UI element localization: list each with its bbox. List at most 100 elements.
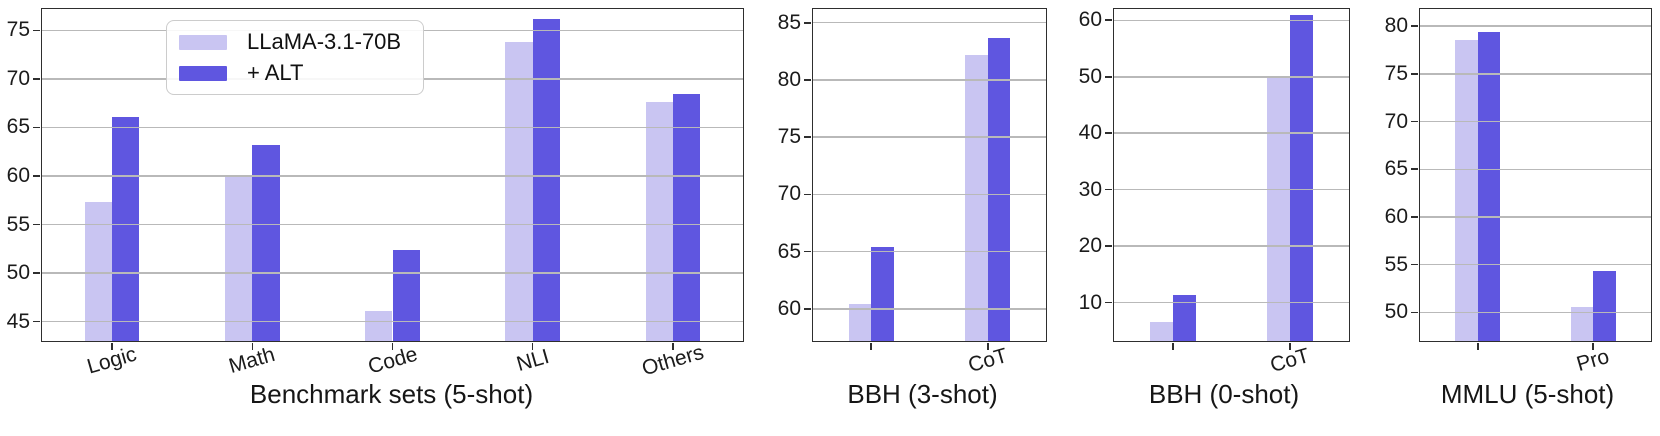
y-tick-label: 50 <box>6 261 30 285</box>
gridline <box>1114 301 1349 304</box>
gridline <box>42 175 743 177</box>
y-tick-label: 10 <box>1078 290 1102 314</box>
y-tick-label: 75 <box>1384 61 1408 85</box>
y-tick-mark <box>1105 245 1112 247</box>
bar-llama <box>848 304 872 341</box>
legend-item-alt: + ALT <box>179 61 401 85</box>
y-tick-mark <box>1411 311 1418 314</box>
gridline <box>42 223 743 226</box>
y-tick-label: 40 <box>1078 121 1102 145</box>
y-tick-label: 60 <box>1384 204 1408 228</box>
gridline <box>813 193 1046 196</box>
bar-llama <box>1455 39 1478 341</box>
plot-area-bbh-3shot: 60 65 70 75 80 85 CoT <box>778 8 1047 377</box>
y-tick-label: 45 <box>6 309 30 333</box>
bar-alt <box>392 249 420 341</box>
y-tick-label: 60 <box>777 296 801 320</box>
y-tick-mark <box>1105 19 1112 22</box>
bar-llama <box>1267 76 1291 341</box>
y-tick-mark <box>33 320 40 323</box>
gridline <box>813 308 1046 310</box>
y-tick-label: 75 <box>777 125 801 149</box>
y-tick-mark <box>1105 188 1112 191</box>
legend-label-llama: LLaMA-3.1-70B <box>247 29 402 54</box>
legend-swatch-alt <box>179 65 227 81</box>
y-tick-mark <box>804 21 811 24</box>
x-tick-mark <box>531 343 534 350</box>
gridline <box>1420 263 1651 266</box>
gridline <box>1420 216 1651 218</box>
gridline <box>1420 168 1651 171</box>
y-tick-mark <box>1411 168 1418 171</box>
legend: LLaMA-3.1-70B + ALT <box>166 20 425 95</box>
y-tick-label: 70 <box>777 182 801 206</box>
y-tick-label: 60 <box>6 163 30 187</box>
legend-swatch-llama <box>179 34 227 50</box>
gridline <box>1114 132 1349 134</box>
gridline <box>1420 120 1651 123</box>
x-tick-mark <box>1171 343 1174 350</box>
bar-alt <box>1593 271 1616 341</box>
y-tick-mark <box>804 193 811 196</box>
legend-item-llama: LLaMA-3.1-70B <box>179 30 401 54</box>
gridline <box>1420 73 1651 75</box>
y-tick-label: 70 <box>6 66 30 90</box>
y-tick-mark <box>1411 120 1418 123</box>
plot-area-mmlu-5shot: 50 55 60 65 70 75 80 Pro <box>1385 8 1652 376</box>
y-tick-mark <box>804 79 811 81</box>
plot-area-bbh-0shot: 10 20 30 40 50 60 CoT <box>1079 8 1350 377</box>
xlabel-benchmark-sets: Benchmark sets (5-shot) <box>249 379 534 409</box>
x-tick-mark <box>111 343 113 350</box>
bar-alt <box>1290 14 1314 341</box>
bar-alt <box>252 144 280 341</box>
bar-alt <box>1477 31 1501 341</box>
y-tick-mark <box>1411 216 1418 218</box>
bar-llama <box>1570 306 1594 341</box>
gridline <box>1114 188 1349 191</box>
x-tick-mark <box>986 343 989 350</box>
x-tick-mark <box>1592 343 1595 350</box>
y-tick-label: 20 <box>1078 234 1102 258</box>
y-tick-label: 30 <box>1078 177 1102 201</box>
y-tick-mark <box>804 136 811 138</box>
y-tick-label: 80 <box>1384 14 1408 38</box>
xlabel-mmlu-5shot: MMLU (5-shot) <box>1440 379 1615 409</box>
y-tick-label: 65 <box>6 115 30 139</box>
gridline <box>42 272 743 274</box>
gridline <box>1114 76 1349 78</box>
xlabel-bbh-0shot: BBH (0-shot) <box>1148 379 1300 409</box>
y-tick-mark <box>33 272 40 274</box>
gridline <box>42 320 743 323</box>
y-tick-mark <box>1411 73 1418 75</box>
bar-llama <box>505 42 533 341</box>
bar-llama <box>645 102 673 341</box>
gridline <box>1114 19 1349 22</box>
y-tick-label: 75 <box>6 18 30 42</box>
y-tick-label: 85 <box>777 10 801 34</box>
y-tick-label: 50 <box>1078 64 1102 88</box>
y-tick-label: 60 <box>1078 8 1102 32</box>
legend-label-alt: + ALT <box>247 60 304 85</box>
y-tick-label: 50 <box>1384 300 1408 324</box>
bar-llama <box>1149 321 1173 341</box>
y-tick-mark <box>33 175 40 177</box>
bar-alt <box>672 94 701 341</box>
y-tick-mark <box>33 29 40 32</box>
gridline <box>1420 25 1651 27</box>
gridline <box>813 250 1046 253</box>
y-tick-label: 65 <box>777 239 801 263</box>
x-tick-mark <box>870 343 873 350</box>
y-tick-mark <box>1411 263 1418 266</box>
y-tick-mark <box>1105 132 1112 134</box>
y-tick-mark <box>804 250 811 253</box>
x-tick-mark <box>391 343 394 350</box>
bar-llama <box>965 54 988 341</box>
bar-llama <box>365 310 393 341</box>
y-tick-label: 70 <box>1384 109 1408 133</box>
y-tick-mark <box>804 308 811 310</box>
bar-alt <box>987 37 1011 341</box>
bar-alt <box>871 247 894 341</box>
y-tick-mark <box>1105 301 1112 304</box>
bar-alt <box>1172 294 1196 341</box>
